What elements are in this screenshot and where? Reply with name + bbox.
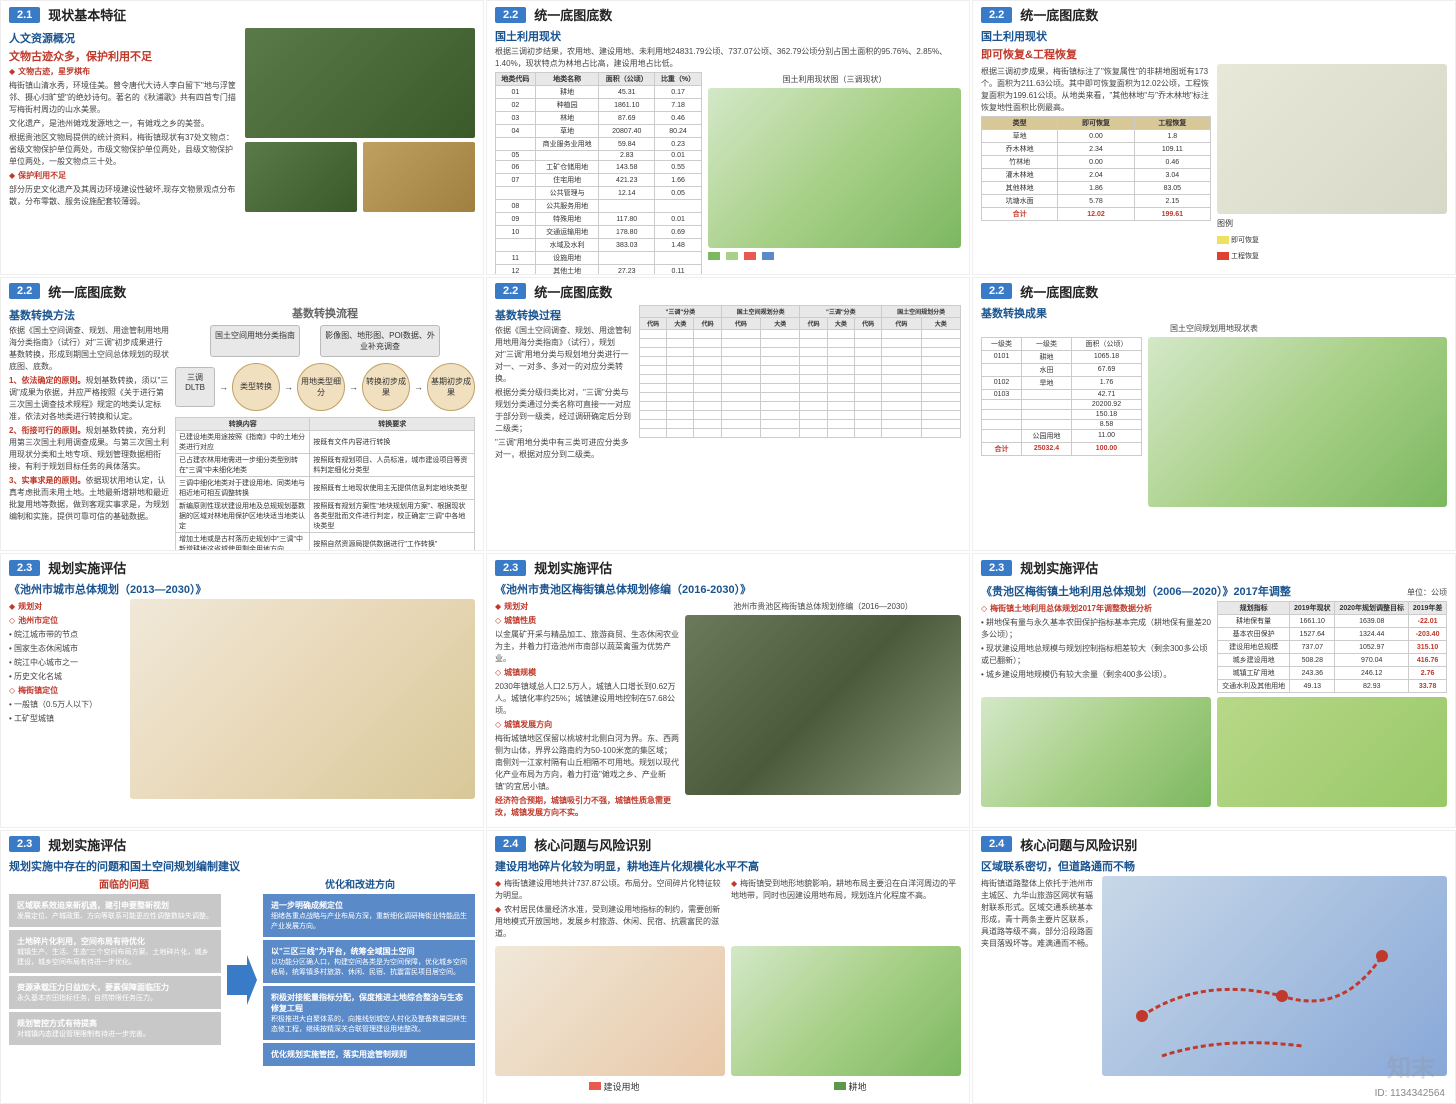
section-title: 统一底图底数 (1020, 5, 1098, 24)
subtitle: 即可恢复&工程恢复 (981, 46, 1447, 62)
construction-map (495, 946, 725, 1076)
map-legend (708, 252, 961, 260)
flow-step: 三调DLTB (175, 367, 215, 407)
legend-item: 耕地 (834, 1080, 866, 1093)
panel-2-3-land-plan: 2.3 规划实施评估 《贵池区梅街镇土地利用总体规划（2006—2020）》20… (972, 553, 1456, 828)
panel-2-3-issues: 2.3 规划实施评估 规划实施中存在的问题和国土空间规划编制建议 面临的问题 优… (0, 830, 484, 1104)
panel-2-4-fragmentation: 2.4 核心问题与风险识别 建设用地碎片化较为明显，耕地连片化规模化水平不高 ◆… (486, 830, 970, 1104)
panel-2-2-conversion-process: 2.2 统一底图底数 基数转换过程 依据《国土空间调查、规划、用途管制用地用海分… (486, 277, 970, 552)
section-number: 2.3 (9, 836, 40, 852)
section-title: 统一底图底数 (534, 282, 612, 301)
panel-2-4-connectivity: 2.4 核心问题与风险识别 区域联系密切，但道路通而不畅 梅街镇道路整体上依托于… (972, 830, 1456, 1104)
section-title: 核心问题与风险识别 (534, 835, 651, 854)
panel-2-2-recovery: 2.2 统一底图底数 国土利用现状 即可恢复&工程恢复 根据三调初步成果，梅街镇… (972, 0, 1456, 275)
panel-2-2-conversion-result: 2.2 统一底图底数 基数转换成果 国土空间规划用地现状表 一级类一级类面积（公… (972, 277, 1456, 552)
subtitle: 国土利用现状 (981, 28, 1447, 44)
conversion-mapping-table: "三调"分类国土空间规划分类"三调"分类国土空间规划分类 代码大类代码代码大类代… (639, 305, 961, 438)
land-plan-map (981, 697, 1211, 807)
subtitle: 国土利用现状 (495, 28, 961, 44)
landuse-table: 地类代码地类名称面积（公顷）比重（%） 01耕地45.310.1702种植园18… (495, 72, 702, 275)
subtitle: 人文资源概况 (9, 30, 239, 46)
town-plan-map (685, 615, 961, 795)
section-number: 2.2 (9, 283, 40, 299)
section-number: 2.2 (981, 7, 1012, 23)
panel-2-2-landuse: 2.2 统一底图底数 国土利用现状 根据三调初步结果，农用地、建设用地、未利用地… (486, 0, 970, 275)
id-label: ID: 1134342564 (1375, 1088, 1445, 1099)
flow-box: 国土空间用地分类指南 (210, 325, 300, 357)
conversion-table: 转换内容转换要求 已建设地类用途按照《指南》中的土地分类进行对应按既有文件内容进… (175, 417, 475, 552)
panel-2-3-city-plan: 2.3 规划实施评估 《池州市城市总体规划（2013—2030）》 ◆规划对 ◇… (0, 553, 484, 828)
section-number: 2.4 (495, 836, 526, 852)
section-number: 2.2 (495, 283, 526, 299)
city-plan-map (130, 599, 475, 799)
panel-2-2-conversion-method: 2.2 统一底图底数 基数转换方法 依据《国土空间调查、规划、用途管制用地用海分… (0, 277, 484, 552)
landscape-photo (245, 142, 357, 212)
section-number: 2.1 (9, 7, 40, 23)
section-title: 统一底图底数 (48, 282, 126, 301)
land-plan-map (1217, 697, 1447, 807)
recovery-table: 类型即可恢复工程恢复 草地0.001.8乔木林地2.34109.11竹林地0.0… (981, 116, 1211, 221)
section-title: 现状基本特征 (48, 5, 126, 24)
landuse-map (708, 88, 961, 248)
map-legend: 图例 即可恢复 工程恢复 (1217, 218, 1447, 261)
landscape-photo (245, 28, 475, 138)
section-number: 2.2 (495, 7, 526, 23)
landscape-photo (363, 142, 475, 212)
flow-step: 转换初步成果 (362, 363, 410, 411)
plan-data-table: 规划指标2019年现状2020年规划调整目标2019年差 耕地保有量1661.1… (1217, 601, 1447, 693)
section-title: 规划实施评估 (534, 558, 612, 577)
section-title: 核心问题与风险识别 (1020, 835, 1137, 854)
section-title: 规划实施评估 (1020, 558, 1098, 577)
connectivity-map (1102, 876, 1447, 1076)
section-number: 2.2 (981, 283, 1012, 299)
result-table: 一级类一级类面积（公顷）0101耕地1065.18水田67.690102旱地1.… (981, 337, 1142, 456)
panel-2-1-features: 2.1 现状基本特征 人文资源概况 文物古迹众多，保护利用不足 ◆文物古迹，星罗… (0, 0, 484, 275)
recovery-map (1217, 64, 1447, 214)
flow-box: 影像图、地形图、POI数据、外业补充调查 (320, 325, 440, 357)
section-title: 统一底图底数 (534, 5, 612, 24)
section-number: 2.3 (495, 560, 526, 576)
section-number: 2.3 (981, 560, 1012, 576)
legend-item: 建设用地 (589, 1080, 639, 1093)
section-title: 规划实施评估 (48, 835, 126, 854)
section-number: 2.4 (981, 836, 1012, 852)
farmland-map (731, 946, 961, 1076)
section-number: 2.3 (9, 560, 40, 576)
section-title: 统一底图底数 (1020, 282, 1098, 301)
flow-step: 基期初步成果 (427, 363, 475, 411)
watermark: 知末 (1387, 1048, 1435, 1083)
panel-2-3-town-plan: 2.3 规划实施评估 《池州市贵池区梅街镇总体规划修编（2016-2030）》 … (486, 553, 970, 828)
route-overlay (1102, 876, 1447, 1076)
section-title: 规划实施评估 (48, 558, 126, 577)
subtitle: 文物古迹众多，保护利用不足 (9, 48, 239, 64)
flow-step: 用地类型细分 (297, 363, 345, 411)
result-map (1148, 337, 1447, 507)
flow-step: 类型转换 (232, 363, 280, 411)
arrow-icon (227, 950, 257, 1010)
